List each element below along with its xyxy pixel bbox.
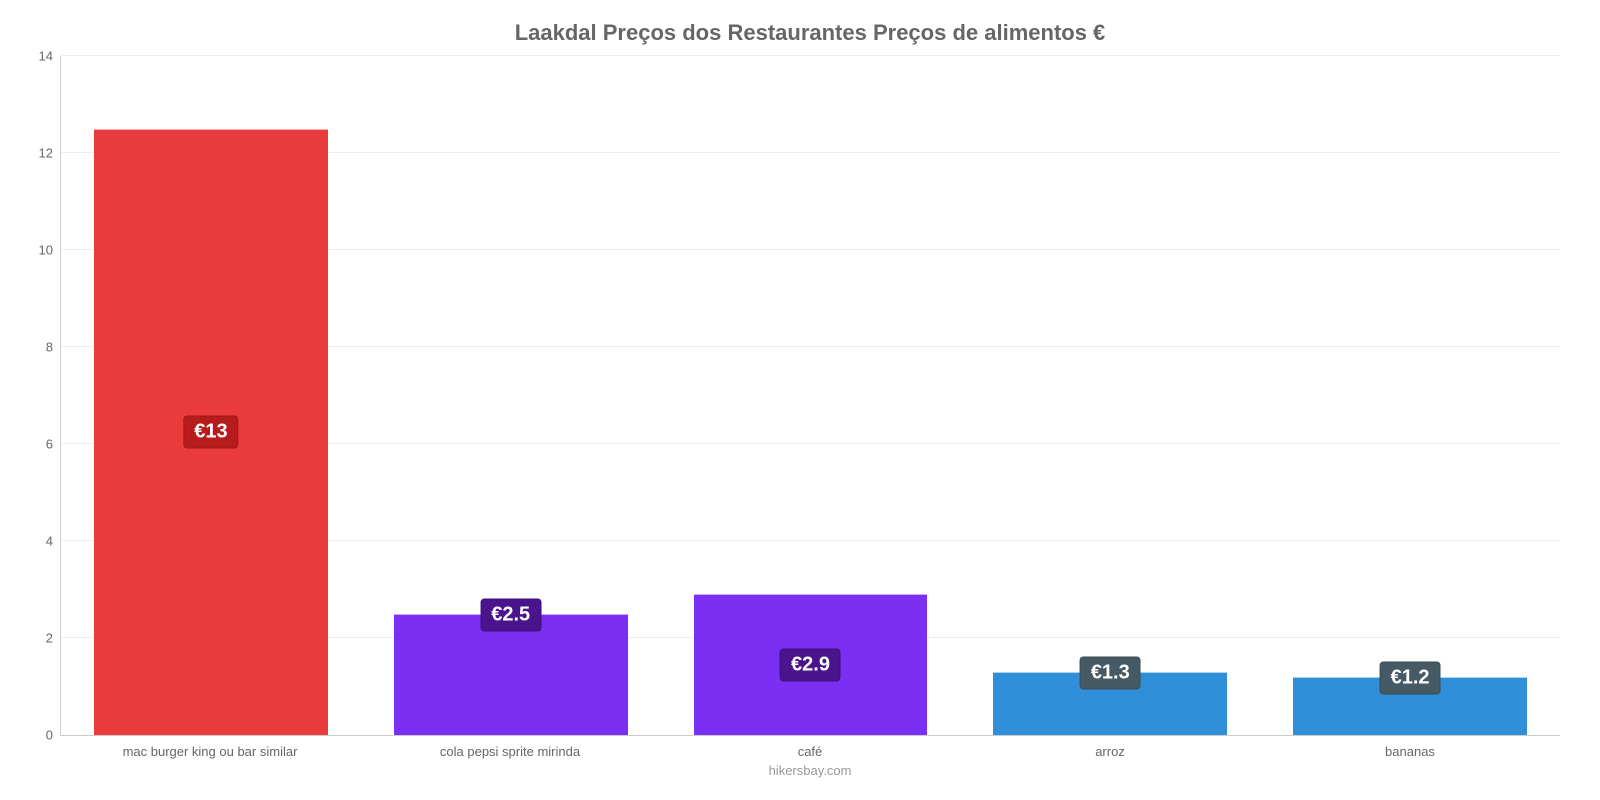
bar-slot: €1.2 bbox=[1260, 56, 1560, 735]
value-label: €1.3 bbox=[1080, 656, 1141, 689]
attribution-text: hikersbay.com bbox=[60, 763, 1560, 778]
y-tick-label: 6 bbox=[46, 437, 61, 452]
bar: €2.5 bbox=[394, 614, 628, 735]
x-tick-label: mac burger king ou bar similar bbox=[60, 744, 360, 759]
y-tick-label: 8 bbox=[46, 340, 61, 355]
value-label: €13 bbox=[183, 416, 238, 449]
x-tick-label: cola pepsi sprite mirinda bbox=[360, 744, 660, 759]
bar: €1.2 bbox=[1293, 677, 1527, 735]
y-tick-label: 2 bbox=[46, 631, 61, 646]
x-tick-label: bananas bbox=[1260, 744, 1560, 759]
y-tick-label: 0 bbox=[46, 728, 61, 743]
chart-title: Laakdal Preços dos Restaurantes Preços d… bbox=[60, 20, 1560, 46]
plot-area: €13€2.5€2.9€1.3€1.2 02468101214 bbox=[60, 56, 1560, 736]
x-axis-labels: mac burger king ou bar similarcola pepsi… bbox=[60, 744, 1560, 759]
bar-slot: €13 bbox=[61, 56, 361, 735]
value-label: €1.2 bbox=[1380, 661, 1441, 694]
x-tick-label: café bbox=[660, 744, 960, 759]
y-tick-label: 12 bbox=[39, 146, 61, 161]
y-tick-label: 10 bbox=[39, 243, 61, 258]
value-label: €2.5 bbox=[480, 598, 541, 631]
bar-slot: €2.9 bbox=[661, 56, 961, 735]
x-tick-label: arroz bbox=[960, 744, 1260, 759]
value-label: €2.9 bbox=[780, 649, 841, 682]
chart-container: Laakdal Preços dos Restaurantes Preços d… bbox=[0, 0, 1600, 800]
bar: €13 bbox=[94, 129, 328, 735]
y-tick-label: 14 bbox=[39, 49, 61, 64]
y-tick-label: 4 bbox=[46, 534, 61, 549]
bars-row: €13 €2.5 €2.9 €1.3 €1.2 bbox=[61, 56, 1560, 735]
bar-slot: €2.5 bbox=[361, 56, 661, 735]
bar-slot: €1.3 bbox=[960, 56, 1260, 735]
bar: €2.9 bbox=[694, 594, 928, 735]
bar: €1.3 bbox=[993, 672, 1227, 735]
